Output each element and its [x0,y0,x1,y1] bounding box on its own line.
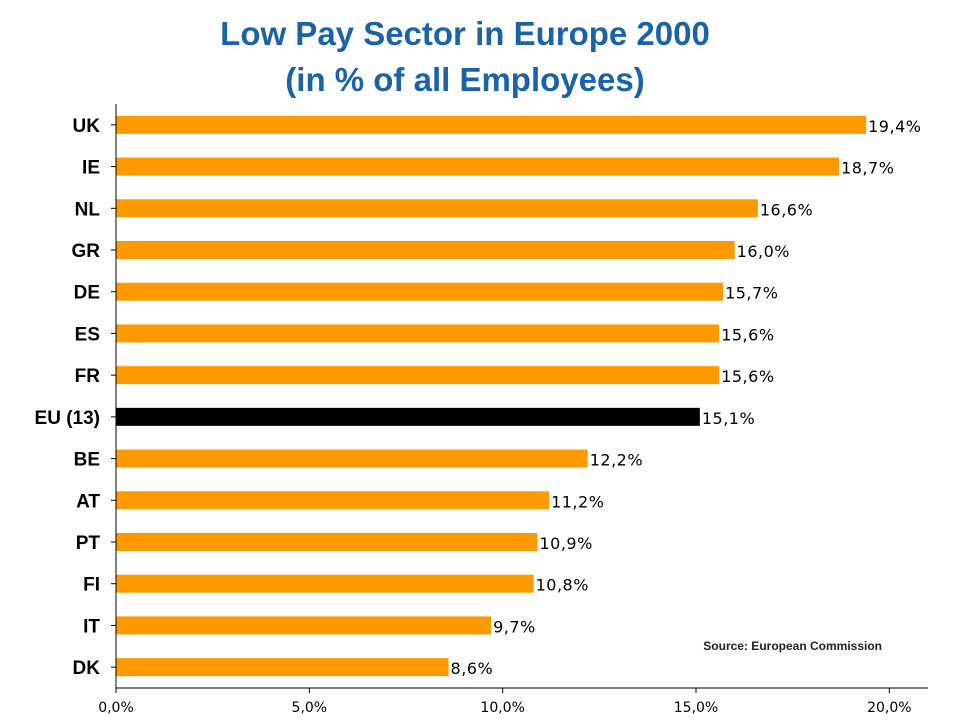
value-label: 16,6% [760,200,813,219]
bar-it [116,616,492,635]
bar-uk [116,115,867,134]
value-label: 15,1% [702,409,755,428]
category-label: PT [76,533,101,554]
bar-eu-13 [116,407,700,426]
x-tick-label: 0,0% [98,700,134,716]
value-label: 16,0% [737,242,790,261]
bar-fr [116,366,720,385]
bar-de [116,282,724,301]
x-tick-label: 10,0% [480,700,524,716]
category-label: DK [73,658,101,679]
chart-subtitle: (in % of all Employees) [285,61,645,98]
value-label: 10,8% [536,576,589,595]
value-label: 11,2% [551,492,604,511]
bar-es [116,324,720,343]
bar-ie [116,157,840,176]
category-label: FI [83,575,100,596]
bar-at [116,491,550,510]
category-label: GR [72,241,101,262]
category-label: IT [83,616,100,637]
bar-fi [116,574,534,593]
bar-pt [116,533,538,551]
bar-be [116,449,588,468]
x-tick-label: 5,0% [292,700,328,716]
source-annotation: Source: European Commission [703,639,882,653]
value-label: 9,7% [493,617,536,636]
category-label: DE [74,283,100,304]
x-tick-label: 20,0% [867,700,911,716]
value-label: 15,6% [721,367,774,386]
value-label: 15,6% [721,325,774,344]
category-label: NL [75,199,101,220]
value-label: 10,9% [539,534,592,553]
category-label: EU (13) [35,408,100,429]
category-label: ES [75,324,100,345]
value-label: 8,6% [451,659,494,678]
x-axis-ticks: 0,0% 5,0% 10,0% 15,0% 20,0% [98,688,912,716]
category-label: AT [76,491,100,512]
chart-title: Low Pay Sector in Europe 2000 [220,15,710,52]
x-tick-label: 15,0% [674,700,718,716]
value-label: 15,7% [725,284,778,303]
bar-gr [116,241,735,259]
value-label: 12,2% [590,451,643,470]
value-label: 19,4% [868,117,921,136]
category-label: UK [73,116,101,137]
category-label: FR [75,366,101,387]
bar-dk [116,658,449,677]
bar-nl [116,199,758,218]
category-label: BE [74,450,100,471]
value-label: 18,7% [841,159,894,178]
category-label: IE [82,158,100,179]
bars-group: UK 19,4% IE 18,7% NL 16,6% GR 16,0% DE 15,7% ES 15,… [35,115,921,679]
